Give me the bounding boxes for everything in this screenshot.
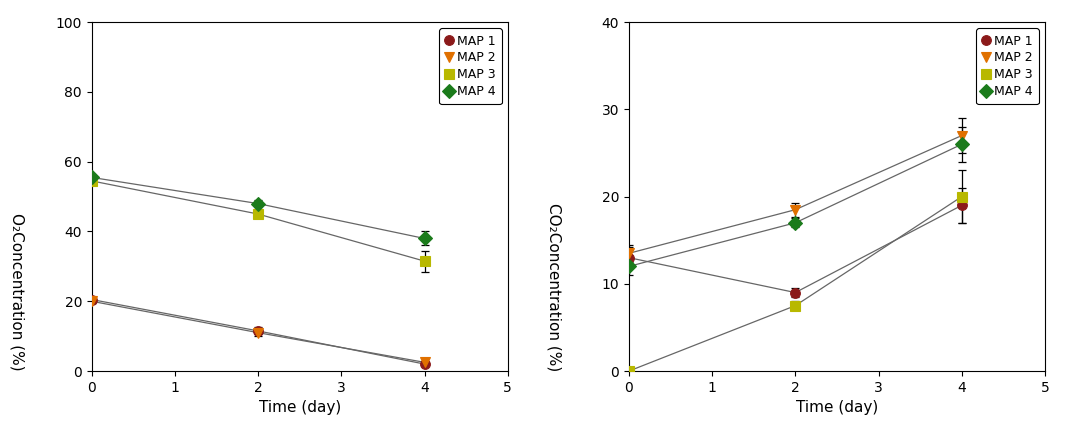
Legend: MAP 1, MAP 2, MAP 3, MAP 4: MAP 1, MAP 2, MAP 3, MAP 4 xyxy=(439,29,501,104)
Text: O₂Concentration (%): O₂Concentration (%) xyxy=(10,213,25,371)
X-axis label: Time (day): Time (day) xyxy=(259,400,341,415)
Text: CO₂Concentration (%): CO₂Concentration (%) xyxy=(547,203,562,371)
X-axis label: Time (day): Time (day) xyxy=(796,400,878,415)
Legend: MAP 1, MAP 2, MAP 3, MAP 4: MAP 1, MAP 2, MAP 3, MAP 4 xyxy=(976,29,1038,104)
